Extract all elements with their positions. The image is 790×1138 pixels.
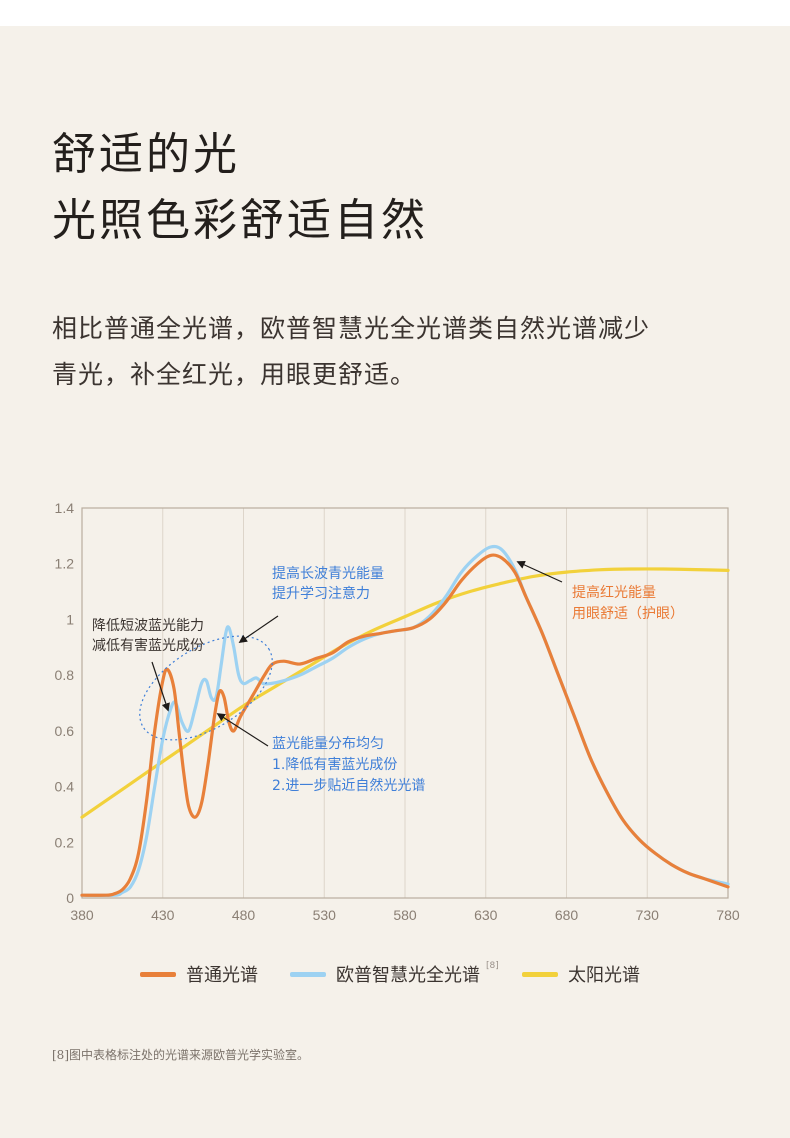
annotation-arrow (216, 713, 269, 747)
x-tick-label: 680 (555, 907, 579, 923)
top-strip (0, 0, 790, 26)
legend-swatch-ordinary (140, 971, 176, 977)
plot-border (81, 507, 729, 899)
annotation-text: 提升学习注意力 (272, 585, 370, 602)
annotation-text: 用眼舒适（护眼） (572, 606, 684, 622)
x-tick-label: 380 (70, 907, 94, 923)
y-axis-ticks: 0 0.2 0.4 0.6 0.8 1 1.2 1.4 (55, 500, 75, 906)
x-tick-label: 580 (393, 907, 417, 923)
y-tick-label: 1.2 (55, 556, 75, 572)
intro-paragraph: 相比普通全光谱，欧普智慧光全光谱类自然光谱减少 青光，补全红光，用眼更舒适。 (52, 306, 752, 398)
x-tick-label: 530 (313, 907, 337, 923)
annotation-arrow (151, 661, 170, 712)
spectrum-chart: 0 0.2 0.4 0.6 0.8 1 1.2 1.4 380 430 480 530 580 630 6… (55, 500, 740, 923)
intro-line-2: 青光，补全红光，用眼更舒适。 (52, 360, 417, 389)
x-tick-label: 630 (474, 907, 498, 923)
annotation-arrow (238, 615, 279, 643)
legend-item-ordinary: 普通光谱 (140, 958, 258, 990)
headline-line-1: 舒适的光 (52, 129, 240, 180)
y-tick-label: 0.4 (55, 779, 75, 795)
y-tick-label: 1 (66, 611, 74, 627)
headline-line-2: 光照色彩舒适自然 (52, 195, 428, 246)
annotation-text: 降低短波蓝光能力 (92, 618, 204, 634)
footnote: [8]图中表格标注处的光谱来源欧普光学实验室。 (52, 1048, 309, 1062)
y-tick-label: 1.4 (55, 500, 75, 516)
annotation-text: 提高长波青光能量 (272, 565, 384, 582)
legend-reference-mark: [8] (486, 961, 499, 971)
legend-label-ordinary: 普通光谱 (186, 965, 258, 986)
legend-label-opple: 欧普智慧光全光谱 (336, 965, 480, 986)
legend-item-opple: 欧普智慧光全光谱 [8] (290, 958, 499, 990)
annotation-text: 提高红光能量 (572, 584, 656, 601)
x-tick-label: 430 (151, 907, 175, 923)
legend-label-sun: 太阳光谱 (568, 965, 640, 986)
x-axis-ticks: 380 430 480 530 580 630 680 730 780 (70, 907, 740, 923)
x-tick-label: 480 (232, 907, 256, 923)
legend-swatch-opple (290, 971, 326, 977)
y-tick-label: 0.8 (55, 667, 75, 683)
y-tick-label: 0.6 (55, 723, 75, 739)
annotation-text: 2.进一步贴近自然光光谱 (272, 777, 425, 794)
chart-grid (81, 508, 729, 898)
annotation-arrow (516, 560, 563, 583)
series-line-sun (80, 567, 730, 819)
x-tick-label: 730 (636, 907, 660, 923)
annotation-text: 蓝光能量分布均匀 (272, 736, 384, 752)
y-tick-label: 0 (66, 890, 74, 906)
annotation-text: 1.降低有害蓝光成份 (272, 757, 397, 773)
headline: 舒适的光 光照色彩舒适自然 (52, 122, 428, 254)
chart-series (80, 544, 730, 898)
highlight-ellipse (139, 635, 273, 741)
intro-line-1: 相比普通全光谱，欧普智慧光全光谱类自然光谱减少 (52, 314, 651, 343)
x-tick-label: 780 (716, 907, 740, 923)
legend-item-sun: 太阳光谱 (522, 958, 640, 990)
y-tick-label: 0.2 (55, 834, 75, 850)
legend-swatch-sun (522, 971, 558, 977)
annotation-text: 减低有害蓝光成份 (92, 638, 204, 654)
chart-legend: 普通光谱 欧普智慧光全光谱 [8] 太阳光谱 (0, 958, 790, 990)
series-line-ordinary (80, 553, 730, 897)
chart-frame (81, 507, 729, 899)
